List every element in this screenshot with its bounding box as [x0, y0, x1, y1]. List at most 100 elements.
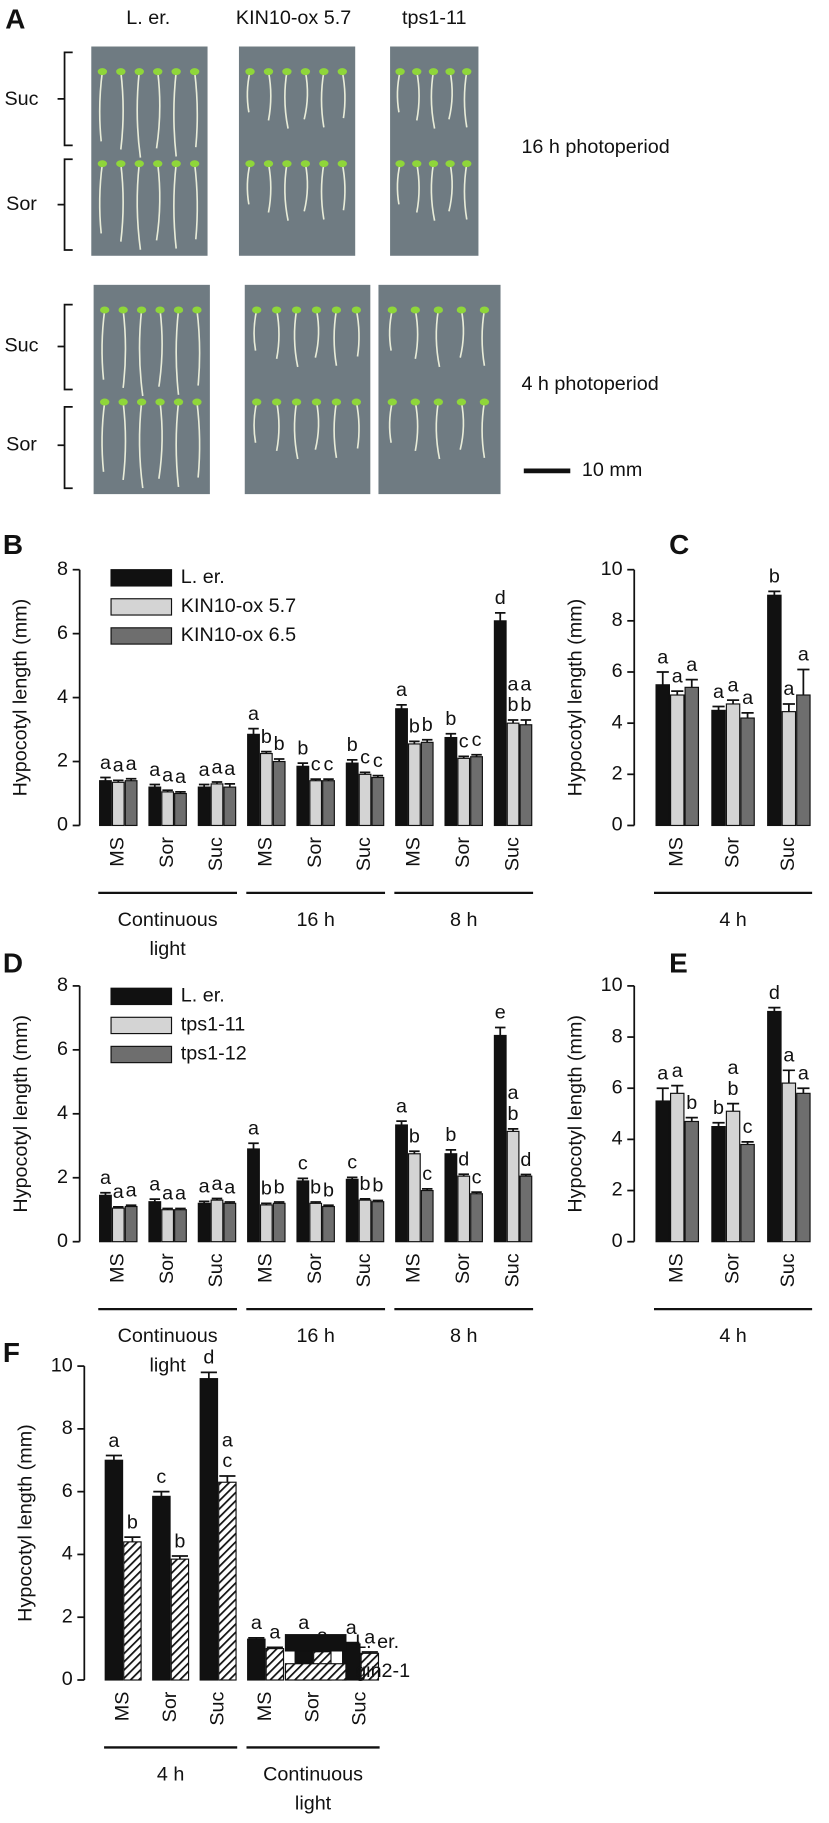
bar — [519, 1175, 533, 1243]
significance-letter: a — [396, 679, 407, 701]
x-tick-label: Sor — [721, 837, 743, 868]
error-bar — [471, 753, 482, 757]
significance-letter: a — [728, 674, 739, 696]
bar — [210, 783, 224, 827]
seedling — [333, 401, 338, 458]
seedling — [320, 71, 325, 128]
brackets — [57, 51, 73, 490]
error-bar — [671, 690, 684, 696]
error-bar — [198, 783, 210, 788]
cotyledon — [118, 306, 128, 314]
x-tick-label: Suc — [205, 1253, 227, 1287]
significance-letter: b — [445, 708, 456, 730]
group-label: Continuous — [118, 909, 218, 931]
row-label: Sor — [6, 434, 37, 456]
bar — [371, 776, 385, 827]
significance-letter: a — [713, 681, 724, 703]
seedling — [173, 71, 177, 157]
legend-swatch — [110, 1016, 173, 1035]
cotyledon — [331, 398, 342, 406]
y-tick-label: 4 — [612, 711, 623, 733]
panel-label: D — [3, 947, 23, 978]
x-tick-label: Suc — [205, 837, 227, 871]
error-bar — [458, 1173, 469, 1177]
error-bar — [471, 1191, 482, 1194]
x-tick-label: Suc — [206, 1692, 228, 1726]
significance-letter: a — [728, 1057, 739, 1079]
seedling — [136, 163, 142, 250]
significance-letter: b — [508, 1103, 519, 1125]
y-tick-label: 6 — [57, 1038, 68, 1060]
y-axis-label: Hypocotyl length (mm) — [14, 1424, 36, 1622]
y-tick-label: 6 — [57, 622, 68, 644]
cotyledon — [387, 306, 397, 314]
bar — [259, 1204, 273, 1243]
bar — [781, 711, 797, 827]
cotyledon — [136, 398, 147, 406]
significance-letter: a — [672, 665, 683, 687]
y-tick-label: 0 — [612, 1230, 623, 1252]
bar — [420, 1189, 434, 1243]
bar — [197, 1202, 211, 1243]
bar — [725, 703, 741, 827]
error-bar — [219, 1475, 236, 1483]
cotyledon — [282, 68, 292, 76]
error-bar — [162, 1207, 173, 1210]
significance-letter: a — [211, 1173, 222, 1195]
x-tick-label: Suc — [501, 1253, 523, 1287]
seedling — [459, 309, 465, 358]
significance-letter: a — [783, 1045, 794, 1067]
significance-letter: c — [422, 1163, 432, 1185]
group-label: 8 h — [450, 1325, 477, 1347]
seedling — [341, 163, 346, 211]
x-tick-label: MS — [255, 1253, 277, 1283]
cotyledon — [445, 68, 455, 76]
significance-letter: a — [149, 1173, 160, 1195]
bar — [444, 1153, 458, 1243]
x-tick-label: MS — [255, 837, 277, 867]
seedling — [175, 309, 180, 395]
seedling — [415, 71, 420, 121]
legend-swatch — [110, 987, 173, 1006]
seedling — [122, 309, 127, 388]
bar — [395, 1124, 408, 1243]
x-tick-label: MS — [665, 837, 687, 867]
cotyledon — [189, 68, 200, 76]
x-tick-label: MS — [665, 1253, 687, 1283]
bar — [309, 780, 323, 827]
seedling — [414, 309, 419, 359]
error-bar — [266, 1646, 283, 1649]
significance-letter: b — [261, 1178, 272, 1200]
error-bar — [726, 1102, 740, 1112]
bar — [322, 780, 335, 827]
bar — [161, 791, 175, 827]
x-tick-label: Sor — [452, 1253, 474, 1284]
cotyledon — [192, 306, 202, 314]
bar — [247, 1148, 260, 1243]
error-bar — [310, 778, 321, 781]
error-bar — [273, 1201, 285, 1204]
bar — [99, 1194, 112, 1243]
significance-letter: a — [248, 1117, 259, 1139]
significance-letter: b — [409, 1125, 420, 1147]
significance-letter: b — [323, 1180, 334, 1202]
significance-letter: a — [224, 758, 235, 780]
error-bar — [372, 774, 384, 778]
cotyledon — [395, 68, 405, 76]
y-axis-label: Hypocotyl length (mm) — [564, 1015, 586, 1213]
group-label: 4 h — [719, 1325, 746, 1347]
bar — [111, 781, 125, 827]
error-bar — [346, 1176, 358, 1180]
seedling — [155, 163, 161, 241]
legend-label: tps1-12 — [181, 1043, 247, 1065]
cotyledon — [433, 398, 443, 406]
significance-letter: c — [298, 1153, 308, 1175]
significance-letter: a — [149, 759, 160, 781]
significance-letter: a — [298, 1612, 309, 1634]
bar — [174, 792, 187, 827]
error-bar — [671, 1084, 684, 1094]
y-tick-label: 4 — [612, 1128, 623, 1150]
error-bar — [685, 678, 698, 688]
